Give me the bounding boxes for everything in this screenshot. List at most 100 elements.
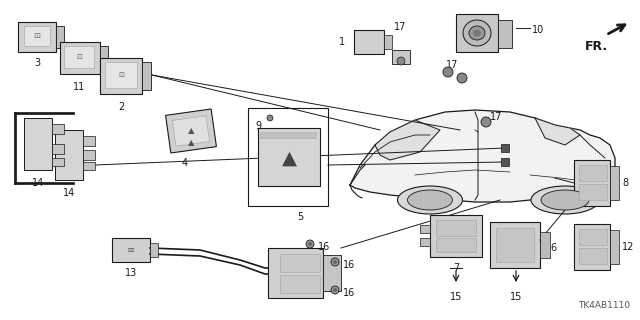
Ellipse shape <box>473 29 481 36</box>
Text: ▲: ▲ <box>282 148 296 167</box>
Bar <box>501 158 509 166</box>
Bar <box>354 30 384 54</box>
Bar <box>268 248 323 298</box>
Text: 14: 14 <box>32 178 44 188</box>
Bar <box>610 166 619 200</box>
Bar <box>112 238 150 262</box>
Circle shape <box>333 260 337 264</box>
Text: 17: 17 <box>394 22 406 32</box>
Bar <box>456 14 498 52</box>
Text: 16: 16 <box>318 242 330 252</box>
Circle shape <box>397 57 405 65</box>
Bar <box>574 224 610 270</box>
Circle shape <box>457 73 467 83</box>
Text: TK4AB1110: TK4AB1110 <box>578 301 630 310</box>
Text: 1: 1 <box>339 37 345 47</box>
Text: 16: 16 <box>343 260 355 270</box>
Ellipse shape <box>408 190 452 210</box>
Bar <box>540 232 550 258</box>
Text: 12: 12 <box>622 242 634 252</box>
Bar <box>498 20 512 48</box>
Bar <box>24 118 52 170</box>
Circle shape <box>308 242 312 246</box>
Bar <box>142 62 151 90</box>
Bar <box>105 62 137 88</box>
Text: ▲: ▲ <box>188 139 195 148</box>
Bar <box>83 150 95 160</box>
Bar <box>258 128 320 186</box>
Bar <box>55 130 83 180</box>
Text: 3: 3 <box>34 58 40 68</box>
Circle shape <box>333 288 337 292</box>
Bar <box>392 50 410 64</box>
Bar <box>166 109 216 153</box>
Text: 11: 11 <box>73 82 85 92</box>
Bar <box>280 275 320 293</box>
Circle shape <box>481 117 491 127</box>
Bar <box>610 230 619 264</box>
Bar <box>18 22 56 52</box>
Text: 15: 15 <box>510 292 522 302</box>
Bar <box>420 225 430 233</box>
Circle shape <box>331 258 339 266</box>
Bar <box>100 46 108 70</box>
Circle shape <box>443 67 453 77</box>
Text: 9: 9 <box>256 121 262 131</box>
Text: 7: 7 <box>453 263 459 273</box>
Polygon shape <box>350 110 615 202</box>
Bar <box>579 229 607 245</box>
Ellipse shape <box>397 186 463 214</box>
Circle shape <box>267 115 273 121</box>
Bar <box>260 132 316 138</box>
Text: 5: 5 <box>297 212 303 222</box>
Text: 17: 17 <box>490 112 502 122</box>
Bar <box>579 165 607 181</box>
Text: 15: 15 <box>450 292 462 302</box>
Bar <box>52 144 64 154</box>
Bar <box>579 248 607 264</box>
Polygon shape <box>375 120 440 160</box>
Bar <box>501 144 509 152</box>
Circle shape <box>331 286 339 294</box>
Bar <box>496 228 534 262</box>
Polygon shape <box>535 118 580 145</box>
Ellipse shape <box>469 26 485 40</box>
Text: ⊡: ⊡ <box>76 54 82 60</box>
Bar <box>52 158 64 166</box>
Text: 17: 17 <box>446 60 458 70</box>
Bar <box>83 136 95 146</box>
Bar <box>579 184 607 200</box>
Bar <box>60 42 100 74</box>
Text: 6: 6 <box>550 243 556 253</box>
Bar <box>172 116 210 146</box>
Text: ⊡: ⊡ <box>118 72 124 78</box>
Bar <box>248 108 328 206</box>
Ellipse shape <box>541 190 589 210</box>
Bar <box>150 243 158 257</box>
Bar <box>384 35 392 49</box>
Bar <box>436 238 476 252</box>
Bar <box>100 58 142 94</box>
Text: 14: 14 <box>63 188 75 198</box>
Bar <box>14 182 74 184</box>
Bar <box>64 46 94 68</box>
Bar <box>323 255 341 291</box>
Text: 4: 4 <box>182 158 188 168</box>
Bar <box>420 238 430 246</box>
Bar <box>574 160 610 206</box>
Bar <box>24 26 50 46</box>
Ellipse shape <box>531 186 599 214</box>
Bar <box>436 220 476 236</box>
Bar <box>14 112 74 114</box>
Text: 8: 8 <box>622 178 628 188</box>
Bar <box>52 124 64 134</box>
Bar <box>490 222 540 268</box>
Bar <box>56 26 64 48</box>
Circle shape <box>306 240 314 248</box>
Bar <box>83 162 95 170</box>
Bar <box>430 215 482 257</box>
Ellipse shape <box>463 20 491 46</box>
Text: 2: 2 <box>118 102 124 112</box>
Text: 10: 10 <box>532 25 544 35</box>
Text: FR.: FR. <box>584 40 607 53</box>
